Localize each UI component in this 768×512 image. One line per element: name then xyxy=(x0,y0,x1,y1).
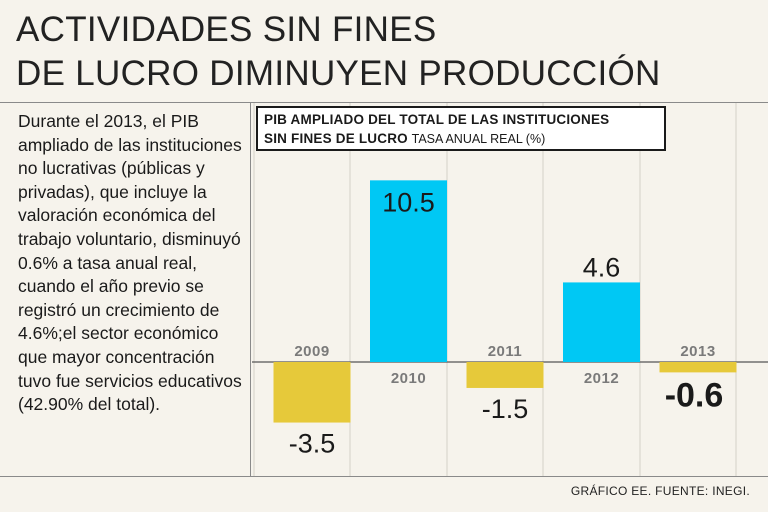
year-label-2012: 2012 xyxy=(584,370,619,387)
headline: ACTIVIDADES SIN FINES DE LUCRO DIMINUYEN… xyxy=(16,8,756,96)
value-label-2011: -1.5 xyxy=(482,394,529,424)
bar-2010 xyxy=(370,180,447,362)
value-label-2010: 10.5 xyxy=(382,187,435,217)
top-rule xyxy=(0,102,768,103)
bar-2013 xyxy=(659,362,737,373)
year-label-2011: 2011 xyxy=(488,343,523,360)
chart-title-line-1: PIB AMPLIADO DEL TOTAL DE LAS INSTITUCIO… xyxy=(264,112,610,127)
bar-2012 xyxy=(563,282,640,362)
source-credit: GRÁFICO EE. FUENTE: INEGI. xyxy=(570,484,750,498)
value-label-2013: -0.6 xyxy=(665,376,724,414)
bottom-rule xyxy=(0,476,768,477)
bar-2011 xyxy=(466,362,544,388)
chart-title-line-2: SIN FINES DE LUCRO xyxy=(264,131,408,146)
chart-title: PIB AMPLIADO DEL TOTAL DE LAS INSTITUCIO… xyxy=(256,106,666,151)
headline-line-1: ACTIVIDADES SIN FINES xyxy=(16,10,437,49)
year-label-2010: 2010 xyxy=(391,370,426,387)
value-label-2009: -3.5 xyxy=(289,429,336,459)
chart-subtitle: TASA ANUAL REAL (%) xyxy=(411,132,546,146)
bar-2009 xyxy=(273,362,351,423)
value-label-2012: 4.6 xyxy=(583,252,621,282)
headline-line-2: DE LUCRO DIMINUYEN PRODUCCIÓN xyxy=(16,54,661,93)
year-label-2009: 2009 xyxy=(294,343,329,360)
body-text: Durante el 2013, el PIB ampliado de las … xyxy=(18,111,242,415)
bar-chart: 2009 -3.5 2010 10.5 2011 -1.5 2012 4.6 2013 -0.6 xyxy=(252,103,768,476)
year-label-2013: 2013 xyxy=(680,343,715,360)
column-divider xyxy=(250,103,251,477)
